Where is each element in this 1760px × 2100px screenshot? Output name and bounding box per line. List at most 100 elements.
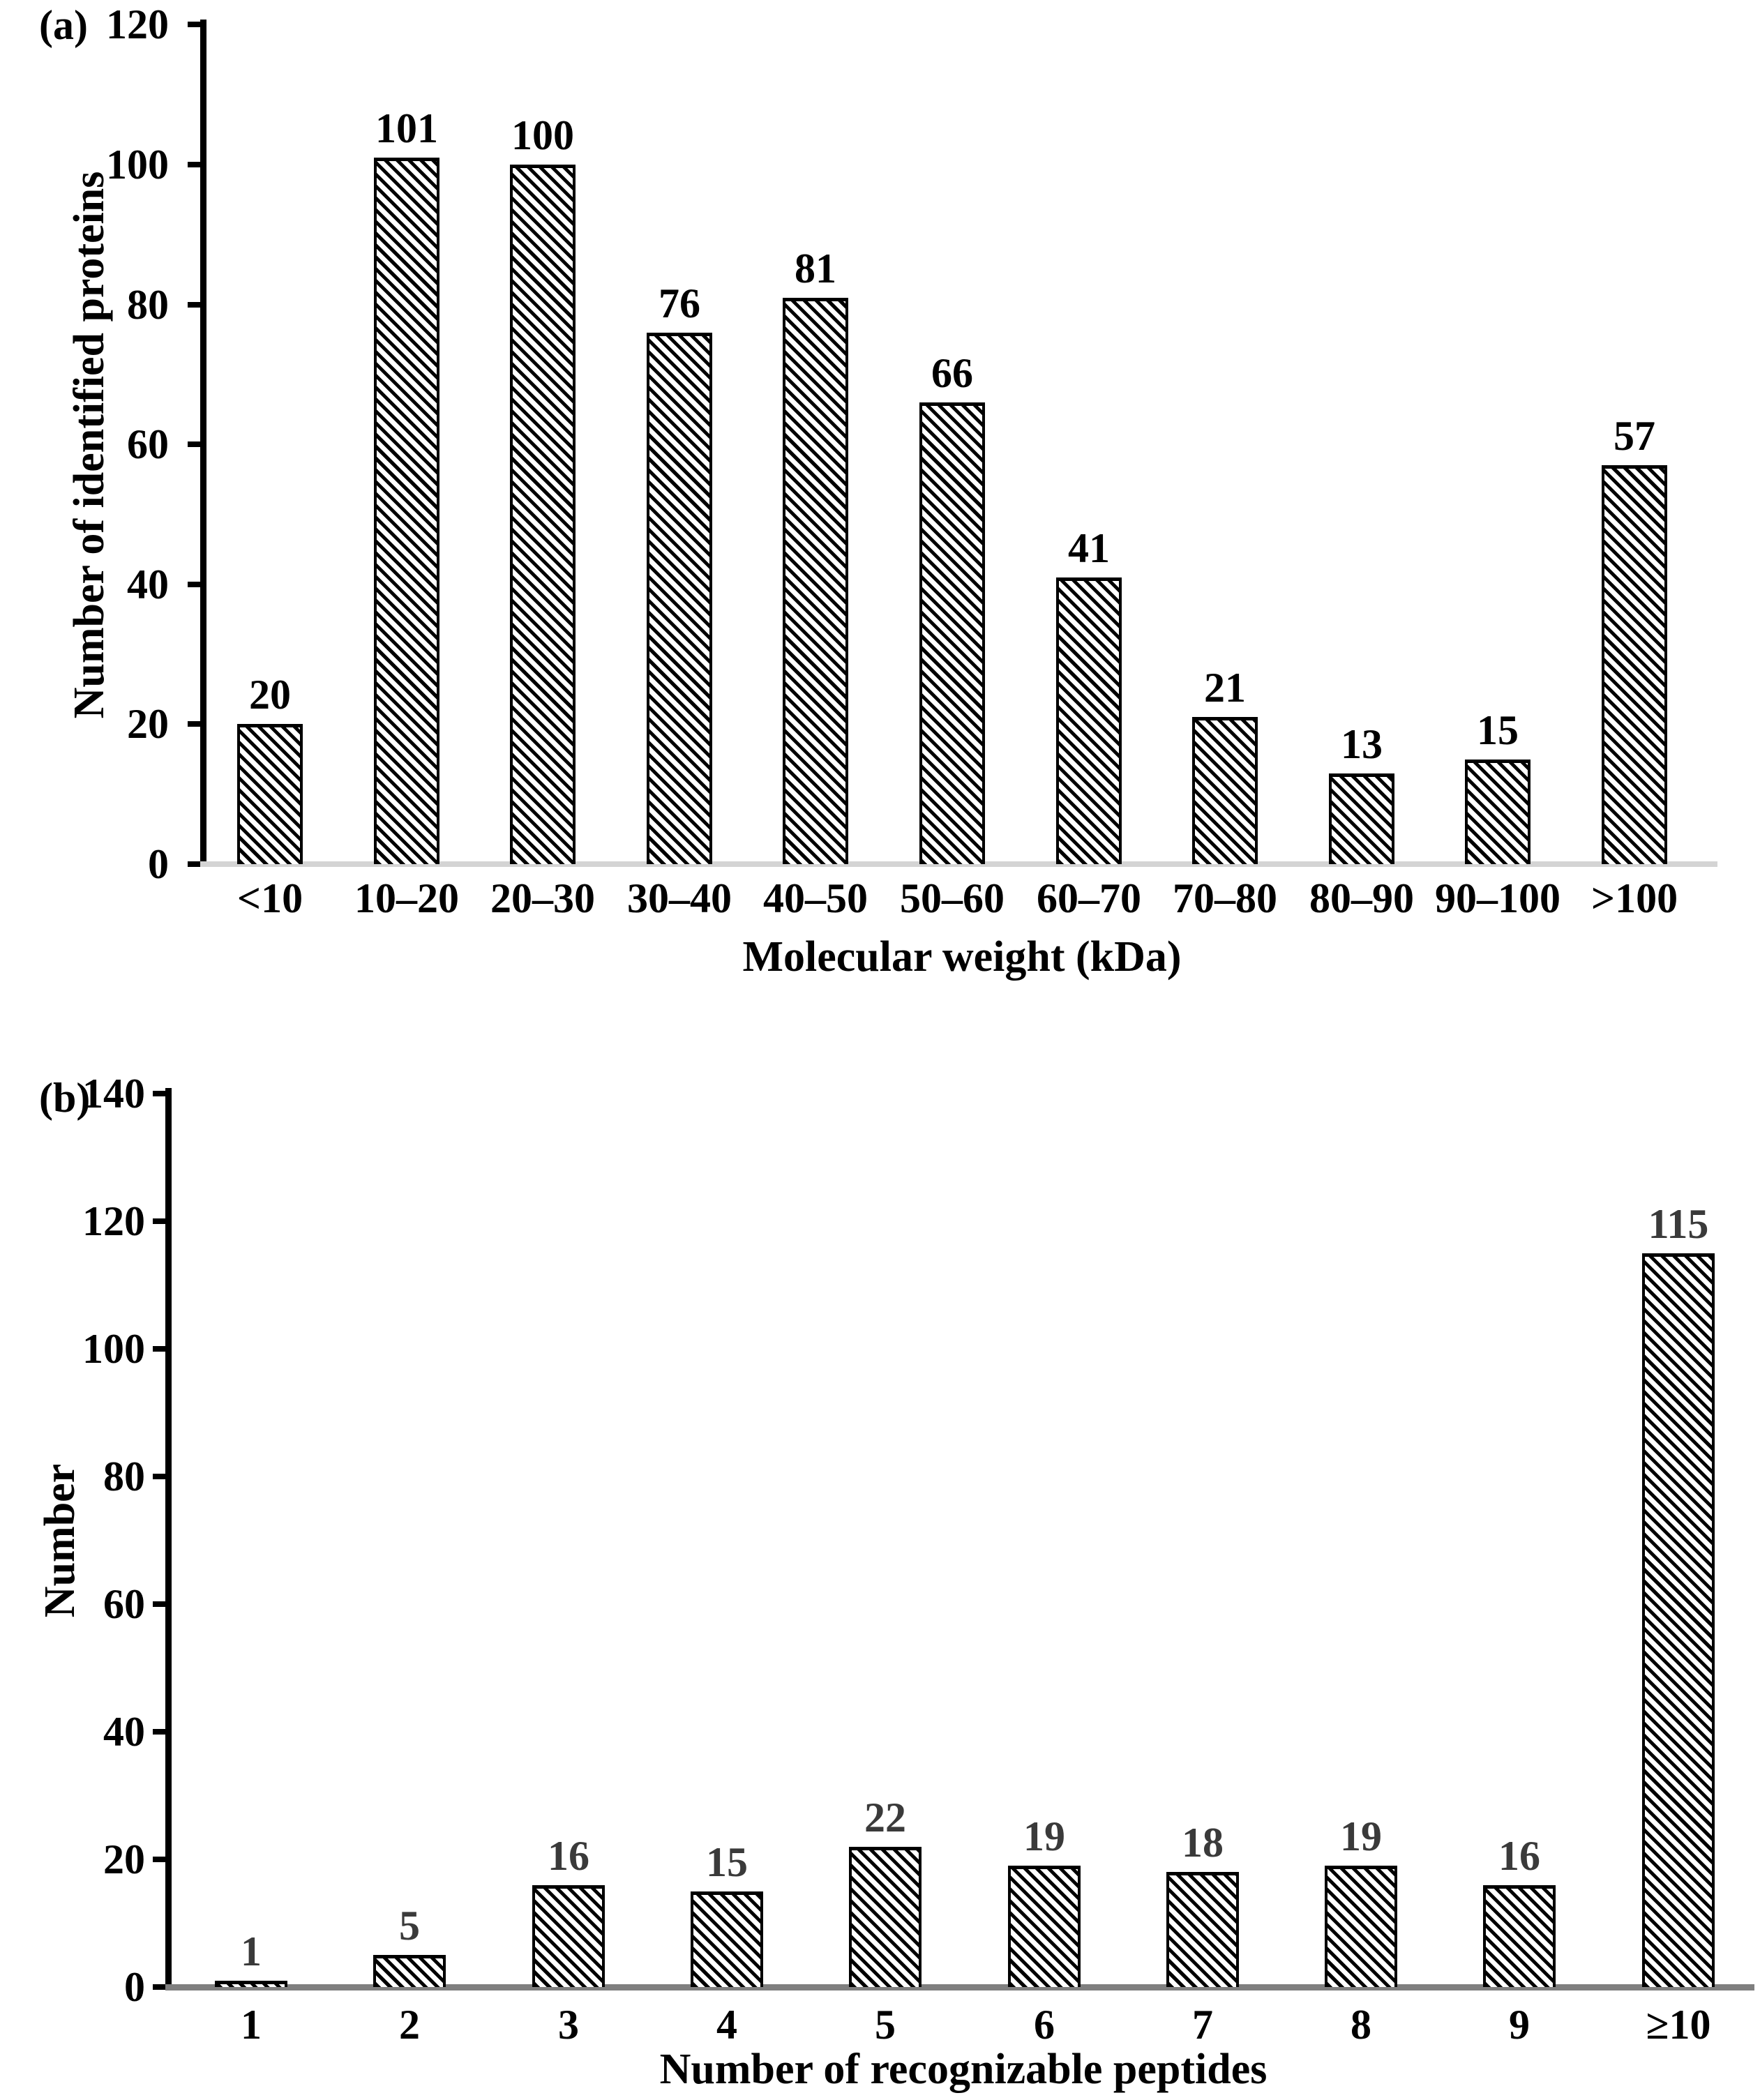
x-tick-label: 8 [1351, 2002, 1371, 2048]
x-tick-label: 10–20 [354, 875, 459, 921]
x-tick-label: 70–80 [1173, 875, 1277, 921]
y-tick-mark [153, 1601, 165, 1607]
y-tick-mark [153, 1857, 165, 1862]
y-tick-mark [153, 1218, 165, 1224]
bar-value-label: 81 [795, 245, 836, 292]
y-tick-label: 40 [103, 1709, 145, 1755]
x-tick-label: 60–70 [1037, 875, 1141, 921]
y-tick-label: 100 [82, 1326, 145, 1372]
y-tick-mark [188, 861, 200, 867]
bar-value-label: 115 [1648, 1201, 1709, 1247]
y-tick-mark [188, 162, 200, 167]
x-tick-label: 80–90 [1309, 875, 1414, 921]
panel-label-a: (a) [39, 2, 88, 48]
x-axis-title-b: Number of recognizable peptides [659, 2046, 1268, 2093]
x-tick-label: 20–30 [490, 875, 595, 921]
y-tick-mark [188, 22, 200, 28]
bar-value-label: 18 [1182, 1820, 1224, 1866]
bar-value-label: 5 [399, 1903, 420, 1949]
y-tick-label: 80 [103, 1453, 145, 1500]
x-tick-label: 30–40 [627, 875, 732, 921]
x-tick-label: ≥10 [1646, 2002, 1711, 2048]
y-tick-label: 140 [82, 1071, 145, 1117]
y-tick-mark [153, 1346, 165, 1352]
x-tick-label: 9 [1509, 2002, 1530, 2048]
bar-value-label: 21 [1204, 665, 1246, 711]
bar-value-label: 16 [1498, 1833, 1540, 1879]
bar-value-label: 15 [1477, 707, 1519, 753]
plot-area-a: 0 20 40 60 80 100 120 20 101 100 76 81 66 41 21 13 15 57… [106, 3, 1717, 919]
bar-20–30 [510, 165, 576, 864]
y-tick-mark [188, 301, 200, 308]
bar-80–90 [1329, 773, 1394, 864]
x-tick-label: 40–50 [763, 875, 868, 921]
y-tick-mark [188, 721, 200, 727]
y-tick-mark [153, 1984, 165, 1990]
bar-3 [532, 1885, 605, 1987]
bar-value-label: 57 [1614, 413, 1655, 459]
bar-value-label: 1 [241, 1928, 262, 1974]
y-tick-label: 20 [127, 701, 169, 748]
y-axis-line-a [200, 20, 206, 867]
y-tick-label: 0 [148, 841, 169, 887]
x-axis-baseline-b [165, 1984, 1754, 1991]
x-tick-label: 1 [241, 2002, 262, 2048]
bar-value-label: 19 [1340, 1813, 1382, 1859]
bar-value-label: 20 [249, 672, 291, 718]
y-tick-mark [153, 1474, 165, 1479]
y-tick-mark [153, 1091, 165, 1096]
y-tick-label: 20 [103, 1836, 145, 1882]
x-tick-label: >100 [1590, 875, 1678, 921]
y-tick-label: 40 [127, 561, 169, 607]
x-tick-label: 2 [399, 2002, 420, 2048]
bar-2 [373, 1955, 446, 1987]
bar-1 [215, 1981, 287, 1987]
bar-10–20 [374, 158, 439, 864]
x-tick-label: 50–60 [900, 875, 1005, 921]
x-tick-label: 5 [875, 2002, 896, 2048]
bar-90–100 [1465, 760, 1530, 864]
y-tick-label: 60 [103, 1581, 145, 1627]
y-tick-mark [188, 581, 200, 587]
bar-value-label: 100 [511, 112, 574, 158]
bar-5 [849, 1847, 922, 1987]
y-tick-label: 80 [127, 281, 169, 328]
y-axis-line-b [165, 1088, 172, 1990]
bar-8 [1325, 1866, 1397, 1987]
bar-7 [1166, 1872, 1239, 1987]
bar-<10 [237, 724, 303, 864]
bar-value-label: 15 [706, 1839, 748, 1885]
y-tick-mark [188, 441, 200, 448]
bar-value-label: 41 [1068, 525, 1110, 571]
y-tick-label: 120 [82, 1198, 145, 1244]
bar-6 [1008, 1866, 1081, 1987]
x-axis-baseline-a [200, 861, 1717, 867]
bar-70–80 [1192, 717, 1258, 864]
bar->100 [1602, 465, 1667, 864]
y-tick-label: 60 [127, 421, 169, 468]
plot-area-b: 0 20 40 60 80 100 120 140 1 5 16 15 22 19 18 19 16 115 1… [82, 1073, 1754, 2046]
bar-4 [691, 1891, 763, 1987]
bar-40–50 [783, 298, 848, 864]
bar-value-label: 16 [548, 1833, 589, 1879]
panel-label-b: (b) [39, 1075, 91, 1121]
x-axis-title-a: Molecular weight (kDa) [742, 933, 1182, 981]
x-tick-label: <10 [236, 875, 303, 921]
x-tick-label: 6 [1034, 2002, 1055, 2048]
bar-≥10 [1642, 1253, 1715, 1987]
bar-value-label: 66 [931, 350, 973, 396]
y-tick-label: 120 [106, 1, 169, 48]
x-tick-label: 4 [716, 2002, 737, 2048]
y-tick-label: 0 [124, 1964, 145, 2010]
y-tick-label: 100 [106, 142, 169, 188]
x-tick-label: 90–100 [1435, 875, 1560, 921]
bar-value-label: 13 [1341, 721, 1383, 767]
bar-9 [1483, 1885, 1556, 1987]
x-tick-label: 3 [558, 2002, 579, 2048]
bar-value-label: 19 [1023, 1813, 1065, 1859]
bar-50–60 [919, 402, 985, 864]
y-tick-mark [153, 1729, 165, 1735]
bar-value-label: 101 [375, 105, 438, 151]
